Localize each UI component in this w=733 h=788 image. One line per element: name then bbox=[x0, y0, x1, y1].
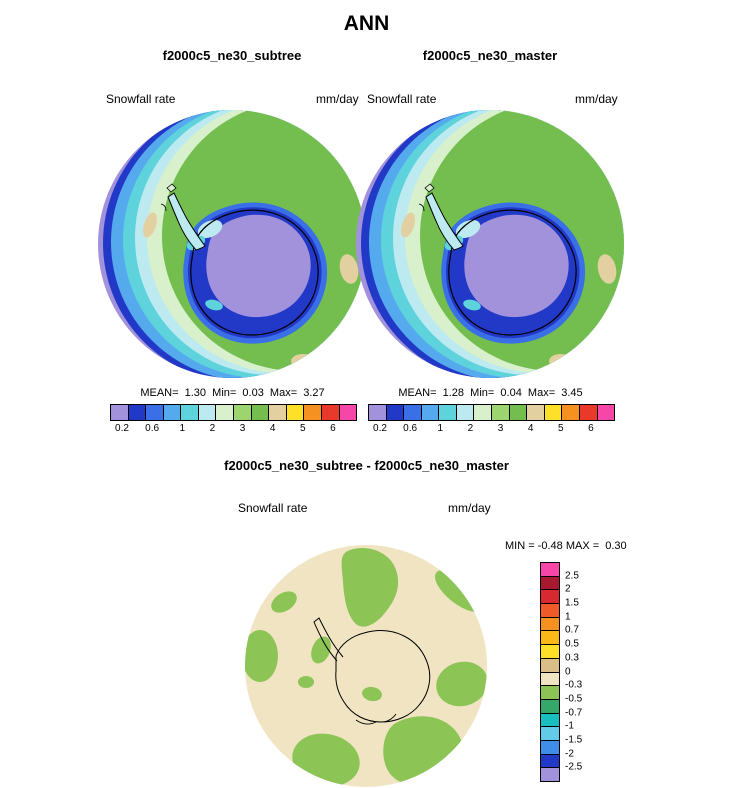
colorbar-horizontal-subtree bbox=[110, 404, 357, 421]
colorbar-segment bbox=[508, 405, 527, 420]
colorbar-horizontal-master bbox=[368, 404, 615, 421]
colorbar-segment: -2 bbox=[541, 739, 574, 759]
colorbar-segment bbox=[369, 405, 386, 420]
colorbar-tick-label: 2.5 bbox=[565, 570, 579, 582]
colorbar-segment bbox=[320, 405, 339, 420]
colorbar-segment: 1.5 bbox=[541, 589, 579, 609]
colorbar-ticks-subtree: 0.2 0.6 1 2 3 4 5 6 bbox=[110, 423, 355, 436]
colorbar-segment: 0 bbox=[541, 657, 571, 677]
colorbar-tick-label: 3 bbox=[497, 423, 504, 434]
stats-master: MEAN= 1.28 Min= 0.04 Max= 3.45 bbox=[398, 387, 583, 399]
colorbar-tick-label: 3 bbox=[239, 423, 246, 434]
colorbar-tick-label: 0.6 bbox=[145, 423, 160, 434]
colorbar-segment bbox=[162, 405, 181, 420]
colorbar-tick-label: 0 bbox=[565, 666, 571, 677]
colorbar-segment: -1 bbox=[541, 712, 574, 732]
colorbar-tick-label: 5 bbox=[300, 423, 306, 434]
colorbar-tick-label: -0.5 bbox=[565, 693, 583, 705]
colorbar-segment bbox=[145, 405, 163, 420]
colorbar-segment bbox=[285, 405, 304, 420]
units-label-subtree: mm/day bbox=[316, 92, 359, 106]
colorbar-tick-label: 4 bbox=[527, 423, 534, 434]
figure-title: ANN bbox=[343, 12, 390, 35]
colorbar-tick-label: 6 bbox=[588, 423, 594, 434]
colorbar-tick-label: 1 bbox=[179, 423, 186, 434]
var-label-master: Snowfall rate bbox=[367, 92, 437, 106]
colorbar-segment bbox=[127, 405, 146, 420]
colorbar-segment bbox=[268, 405, 286, 420]
colorbar-tick-label: -0.3 bbox=[565, 679, 583, 691]
colorbar-segment bbox=[455, 405, 474, 420]
colorbar-tick-label: -0.7 bbox=[565, 707, 583, 719]
colorbar-tick-label: 1 bbox=[565, 611, 571, 623]
colorbar-segment: -0.5 bbox=[541, 685, 582, 704]
colorbar-segment: 1 bbox=[541, 603, 571, 622]
colorbar-segment: 0.3 bbox=[541, 644, 579, 663]
units-label-diff: mm/day bbox=[448, 501, 491, 515]
colorbar-segment: -1.5 bbox=[541, 726, 582, 745]
colorbar-segment bbox=[111, 405, 128, 420]
colorbar-segment bbox=[403, 405, 421, 420]
colorbar-segment bbox=[180, 405, 198, 420]
colorbar-segment bbox=[338, 405, 357, 420]
colorbar-vertical-diff: 2.5 2 1.5 1 0.7 0.5 0.3 0 -0.3 -0.5 -0.7 -1 -1.5 -2 -2… bbox=[540, 562, 582, 782]
colorbar-segment bbox=[543, 405, 562, 420]
diff-panel-title: f2000c5_ne30_subtree - f2000c5_ne30_mast… bbox=[224, 458, 509, 473]
colorbar-tick-label: 0.2 bbox=[115, 423, 129, 434]
colorbar-tick-label: 5 bbox=[558, 423, 564, 434]
var-label-subtree: Snowfall rate bbox=[106, 92, 176, 106]
colorbar-tick-label: 0.3 bbox=[565, 652, 579, 664]
master-map bbox=[355, 109, 625, 379]
colorbar-tick-label: -1.5 bbox=[565, 734, 583, 746]
difference-map bbox=[244, 544, 488, 788]
units-label-master: mm/day bbox=[575, 92, 618, 106]
colorbar-tick-label: 6 bbox=[330, 423, 336, 434]
colorbar-segment bbox=[250, 405, 269, 420]
colorbar-segment: -0.7 bbox=[541, 698, 582, 718]
colorbar-segment: 0.5 bbox=[541, 630, 579, 650]
colorbar-segment bbox=[596, 405, 615, 420]
colorbar-segment bbox=[385, 405, 404, 420]
panel-title-master: f2000c5_ne30_master bbox=[422, 48, 558, 63]
colorbar-segment: 0.7 bbox=[541, 616, 579, 636]
diff-minmax: MIN = -0.48 MAX = 0.30 bbox=[505, 540, 627, 552]
colorbar-segment bbox=[420, 405, 439, 420]
colorbar-segment bbox=[233, 405, 251, 420]
stats-subtree: MEAN= 1.30 Min= 0.03 Max= 3.27 bbox=[140, 387, 325, 399]
colorbar-tick-label: -2 bbox=[565, 748, 574, 760]
colorbar-segment bbox=[197, 405, 216, 420]
colorbar-tick-label: 0.7 bbox=[565, 624, 579, 636]
colorbar-segment: -2.5 bbox=[541, 753, 582, 773]
colorbar-segment bbox=[491, 405, 509, 420]
colorbar-tick-label: -2.5 bbox=[565, 761, 583, 773]
colorbar-segment bbox=[438, 405, 456, 420]
colorbar-segment bbox=[473, 405, 492, 420]
colorbar-tick-label: 1 bbox=[437, 423, 444, 434]
colorbar-tick-label: 1.5 bbox=[565, 597, 579, 609]
colorbar-tick-label: 2 bbox=[565, 583, 571, 595]
var-label-diff: Snowfall rate bbox=[238, 501, 308, 515]
colorbar-ticks-master: 0.2 0.6 1 2 3 4 5 6 bbox=[368, 423, 613, 436]
colorbar-segment bbox=[303, 405, 321, 420]
colorbar-segment: 2 bbox=[541, 575, 571, 595]
colorbar-tick-label: 4 bbox=[269, 423, 276, 434]
colorbar-segment bbox=[541, 767, 559, 781]
colorbar-tick-label: 0.2 bbox=[373, 423, 387, 434]
colorbar-segment: 2.5 bbox=[541, 563, 579, 581]
colorbar-tick-label: -1 bbox=[565, 720, 574, 732]
colorbar-tick-label: 0.6 bbox=[403, 423, 418, 434]
colorbar-tick-label: 2 bbox=[209, 423, 216, 434]
colorbar-segment bbox=[578, 405, 597, 420]
colorbar-segment bbox=[561, 405, 579, 420]
colorbar-tick-label: 0.5 bbox=[565, 638, 579, 650]
subtree-map bbox=[97, 109, 367, 379]
colorbar-segment: -0.3 bbox=[541, 671, 582, 691]
panel-title-subtree: f2000c5_ne30_subtree bbox=[162, 48, 302, 63]
colorbar-tick-label: 2 bbox=[467, 423, 474, 434]
colorbar-segment bbox=[215, 405, 234, 420]
colorbar-segment bbox=[526, 405, 544, 420]
